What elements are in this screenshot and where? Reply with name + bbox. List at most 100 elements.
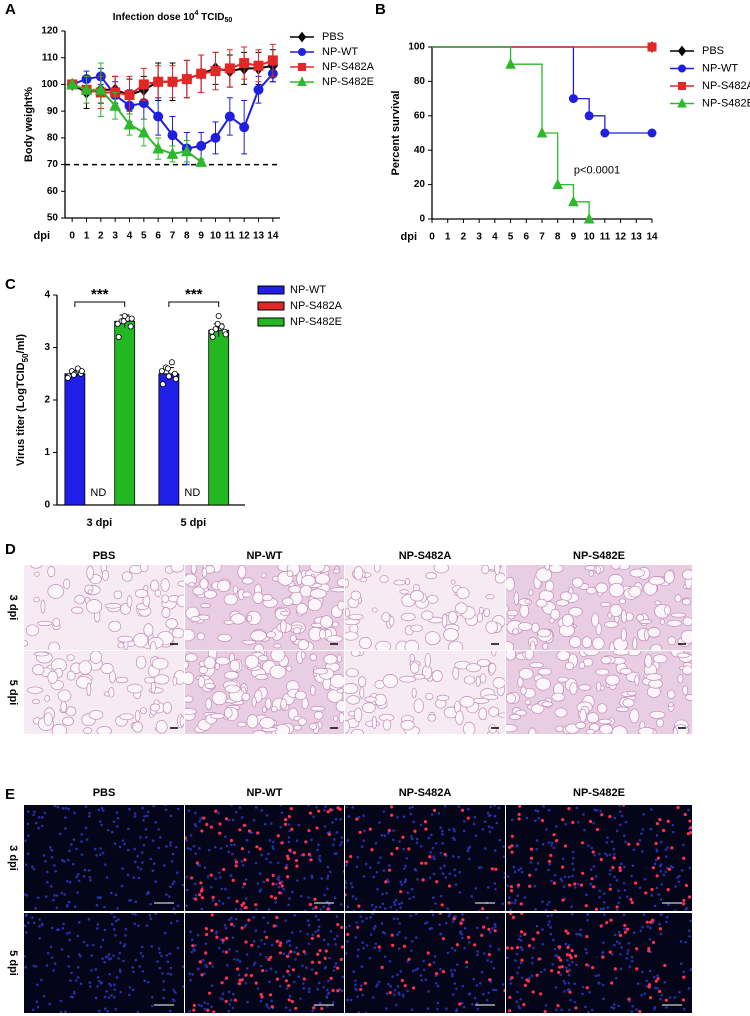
nucleus (439, 851, 443, 855)
nucleus (619, 810, 622, 814)
alveolus (647, 627, 661, 638)
marker (196, 140, 207, 151)
nucleus (241, 885, 245, 889)
alveolus (309, 653, 317, 661)
data-point (159, 381, 166, 388)
nucleus (170, 859, 174, 863)
nucleus (396, 933, 399, 936)
np-signal (650, 887, 654, 892)
nucleus (127, 993, 131, 997)
np-signal (494, 867, 498, 871)
x-axis-label: dpi (34, 230, 51, 242)
nucleus (310, 838, 313, 842)
np-signal (224, 950, 229, 954)
nucleus (63, 860, 66, 863)
nucleus (187, 809, 190, 812)
x-tick-label: 12 (615, 232, 627, 243)
nucleus (326, 942, 330, 946)
nucleus (345, 882, 347, 885)
x-tick-label: 5 (508, 232, 514, 243)
x-tick-label: 4 (492, 232, 498, 243)
np-signal (467, 935, 471, 939)
nucleus (612, 1006, 616, 1010)
nucleus (233, 843, 236, 847)
marker (239, 58, 250, 69)
nucleus (503, 872, 505, 875)
nucleus (185, 888, 189, 892)
significance-label: *** (91, 286, 109, 303)
x-tick-label: 2 (461, 232, 467, 243)
alveolus (198, 666, 208, 675)
np-signal (466, 816, 470, 820)
alveolus (83, 727, 93, 734)
nucleus (495, 821, 499, 825)
alveolus (261, 594, 273, 602)
x-tick-label: 0 (429, 232, 435, 243)
nucleus (368, 956, 372, 960)
nucleus (468, 845, 472, 849)
nucleus (571, 862, 574, 865)
alveolus (350, 651, 361, 657)
nucleus (542, 805, 545, 808)
nucleus (547, 868, 550, 872)
nucleus (259, 953, 262, 956)
nucleus (412, 820, 416, 824)
nucleus (389, 905, 393, 909)
np-signal (268, 993, 273, 997)
alveolus (680, 629, 692, 644)
nucleus (510, 818, 514, 822)
nucleus (311, 907, 315, 911)
y-tick-label: 0 (44, 500, 50, 511)
nucleus (346, 905, 350, 909)
alveolus (237, 565, 247, 579)
nucleus (576, 882, 580, 886)
alveolus (252, 730, 267, 734)
nucleus (549, 932, 553, 936)
nucleus (501, 983, 505, 986)
nucleus (501, 902, 504, 906)
texture (185, 565, 344, 650)
nucleus (224, 835, 227, 839)
np-signal (651, 918, 655, 922)
nucleus (275, 882, 278, 886)
nucleus (307, 896, 310, 899)
nucleus (381, 892, 384, 896)
nucleus (516, 990, 519, 994)
nucleus (509, 908, 512, 911)
nucleus (365, 944, 369, 947)
nucleus (371, 996, 375, 999)
data-point (209, 333, 216, 340)
nucleus (277, 878, 281, 882)
nucleus (205, 965, 209, 969)
nucleus (27, 921, 30, 925)
alveolus (88, 709, 104, 720)
nucleus (213, 845, 217, 849)
nucleus (101, 957, 104, 960)
nucleus (40, 978, 43, 982)
nucleus (316, 848, 319, 852)
nucleus (564, 942, 568, 946)
nucleus (188, 1009, 191, 1013)
np-signal (481, 907, 485, 911)
nucleus (370, 903, 374, 907)
np-signal (202, 816, 206, 820)
alveolus (261, 706, 267, 713)
nucleus (229, 998, 233, 1002)
np-signal (684, 883, 689, 888)
nucleus (443, 864, 446, 868)
nucleus (68, 938, 72, 942)
nucleus (598, 982, 601, 985)
nucleus (360, 965, 364, 968)
nucleus (124, 934, 127, 937)
nucleus (385, 992, 389, 996)
alveolus (297, 717, 307, 726)
alveolus (492, 677, 505, 689)
column-label: NP-S482E (573, 550, 625, 562)
np-signal (301, 853, 306, 857)
alveolus (269, 664, 287, 679)
nucleus (630, 874, 633, 878)
alveolus (273, 643, 282, 649)
nucleus (541, 900, 544, 903)
nucleus (416, 967, 420, 971)
np-signal (331, 988, 335, 993)
